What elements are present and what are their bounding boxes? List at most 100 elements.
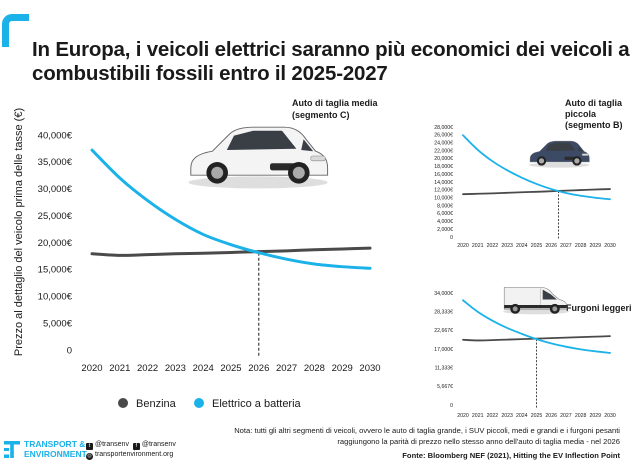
car-small-icon bbox=[529, 140, 590, 168]
chart-2-series-elettrico bbox=[462, 299, 611, 354]
chart-0-ytick-label: 30,000€ bbox=[38, 184, 73, 195]
social-links: t @transenv f @transenv ◎ transportenvironm… bbox=[86, 440, 176, 460]
chart-1-ytick-label: 24,000€ bbox=[434, 141, 453, 147]
chart-1-ytick-label: 12,000€ bbox=[434, 188, 453, 194]
chart-0-xtick-label: 2027 bbox=[276, 363, 297, 374]
chart-1-xtick-label: 2025 bbox=[531, 243, 543, 249]
chart-1-ytick-label: 0 bbox=[450, 235, 453, 241]
chart-1-ytick-label: 26,000€ bbox=[434, 133, 453, 139]
twitter-handle[interactable]: @transenv bbox=[95, 441, 129, 448]
legend-item-benzina: Benzina bbox=[118, 398, 176, 410]
chart-0-xtick-label: 2029 bbox=[332, 363, 353, 374]
chart-1-ytick-label: 4,000€ bbox=[437, 219, 453, 225]
chart-2-xtick-label: 2023 bbox=[501, 413, 513, 419]
chart-0-ytick-label: 15,000€ bbox=[38, 265, 73, 276]
chart-1-xtick-label: 2030 bbox=[604, 243, 616, 249]
legend-swatch-benzina bbox=[118, 398, 128, 408]
chart-2-xtick-label: 2029 bbox=[590, 413, 602, 419]
legend-label-elettrico: Elettrico a batteria bbox=[212, 398, 301, 410]
chart-1-title-line-1: piccola bbox=[565, 109, 597, 119]
chart-0-ytick-label: 25,000€ bbox=[38, 211, 73, 222]
chart-2-ytick-label: 28,333€ bbox=[434, 309, 453, 315]
corner-accent bbox=[2, 14, 29, 47]
chart-1-ytick-label: 14,000€ bbox=[434, 180, 453, 186]
chart-0-ytick-label: 35,000€ bbox=[38, 157, 73, 168]
chart-0-title-line-0: Auto di taglia media bbox=[292, 98, 379, 108]
social-row-1: t @transenv f @transenv bbox=[86, 440, 176, 450]
chart-1-series-benzina bbox=[462, 188, 611, 196]
chart-0-ytick-label: 5,000€ bbox=[43, 318, 73, 329]
chart-1-xtick-label: 2026 bbox=[545, 243, 557, 249]
chart-0-series-benzina bbox=[90, 246, 372, 257]
te-logo-icon bbox=[4, 441, 20, 458]
chart-1-series-elettrico bbox=[462, 134, 611, 201]
chart-2-xtick-label: 2028 bbox=[575, 413, 587, 419]
chart-1-xtick-label: 2022 bbox=[487, 243, 499, 249]
van-icon bbox=[503, 287, 570, 315]
twitter-icon: t bbox=[86, 443, 93, 450]
chart-0-xtick-label: 2024 bbox=[193, 363, 214, 374]
chart-0-ytick-label: 10,000€ bbox=[38, 292, 73, 303]
chart-0-xtick-label: 2030 bbox=[359, 363, 380, 374]
source-note: Fonte: Bloomberg NEF (2021), Hitting the… bbox=[402, 451, 620, 460]
chart-1-xtick-label: 2027 bbox=[560, 243, 572, 249]
chart-2-xtick-label: 2026 bbox=[545, 413, 557, 419]
chart-2-ytick-label: 17,000€ bbox=[434, 347, 453, 353]
chart-2-ytick-label: 34,000€ bbox=[434, 291, 453, 297]
chart-1-xtick-label: 2029 bbox=[590, 243, 602, 249]
globe-icon: ◎ bbox=[86, 453, 93, 460]
chart-1-ytick-label: 18,000€ bbox=[434, 164, 453, 170]
facebook-icon: f bbox=[132, 443, 140, 450]
chart-1-ytick-label: 10,000€ bbox=[434, 196, 453, 202]
chart-2-ytick-label: 0 bbox=[450, 403, 453, 409]
footnote: Nota: tutti gli altri segmenti di veicol… bbox=[234, 426, 620, 446]
chart-0-xtick-label: 2025 bbox=[220, 363, 241, 374]
chart-2-xtick-label: 2024 bbox=[516, 413, 528, 419]
chart-1-ytick-label: 6,000€ bbox=[437, 211, 453, 217]
y-axis-label: Prezzo al dettaglio del veicolo prima de… bbox=[13, 108, 25, 356]
logo-text: TRANSPORT & ENVIRONMENT bbox=[24, 439, 87, 459]
chart-1-ytick-label: 22,000€ bbox=[434, 148, 453, 154]
chart-1-ytick-label: 16,000€ bbox=[434, 172, 453, 178]
facebook-handle[interactable]: @transenv bbox=[141, 441, 176, 448]
chart-1-xtick-label: 2023 bbox=[501, 243, 513, 249]
legend-label-benzina: Benzina bbox=[136, 398, 176, 410]
chart-0-xtick-label: 2021 bbox=[109, 363, 130, 374]
chart-2-xtick-label: 2020 bbox=[457, 413, 469, 419]
logo-line-1: TRANSPORT & bbox=[24, 439, 86, 449]
chart-0-series-elettrico bbox=[90, 148, 372, 270]
car-medium-icon bbox=[188, 126, 329, 189]
chart-1-ytick-label: 20,000€ bbox=[434, 156, 453, 162]
chart-0-xtick-label: 2026 bbox=[248, 363, 269, 374]
social-row-2: ◎ transportenvironment.org bbox=[86, 450, 176, 460]
chart-0-title-line-1: (segmento C) bbox=[292, 110, 350, 120]
page-title: In Europa, i veicoli elettrici saranno p… bbox=[32, 38, 630, 85]
chart-1-ytick-label: 28,000€ bbox=[434, 125, 453, 131]
chart-2-xtick-label: 2025 bbox=[531, 413, 543, 419]
website-link[interactable]: transportenvironment.org bbox=[95, 451, 174, 458]
chart-2-xtick-label: 2021 bbox=[472, 413, 484, 419]
chart-1-ytick-label: 2,000€ bbox=[437, 227, 453, 233]
legend-swatch-elettrico bbox=[194, 398, 204, 408]
chart-0-ytick-label: 20,000€ bbox=[38, 238, 73, 249]
legend-item-elettrico: Elettrico a batteria bbox=[194, 398, 301, 410]
chart-0-xtick-label: 2020 bbox=[81, 363, 102, 374]
chart-2-title-line-0: Furgoni leggeri bbox=[566, 303, 632, 313]
chart-2-xtick-label: 2030 bbox=[604, 413, 616, 419]
chart-1-ytick-label: 8,000€ bbox=[437, 203, 453, 209]
chart-0-xtick-label: 2023 bbox=[165, 363, 186, 374]
chart-1-title-line-2: (segmento B) bbox=[565, 120, 623, 130]
chart-0-ytick-label: 0 bbox=[67, 345, 72, 356]
chart-1-xtick-label: 2021 bbox=[472, 243, 484, 249]
chart-1-title-line-0: Auto di taglia bbox=[565, 98, 623, 108]
chart-2-xtick-label: 2027 bbox=[560, 413, 572, 419]
chart-1-xtick-label: 2028 bbox=[575, 243, 587, 249]
chart-2-ytick-label: 5,667€ bbox=[437, 384, 453, 390]
chart-1-xtick-label: 2020 bbox=[457, 243, 469, 249]
chart-0-xtick-label: 2022 bbox=[137, 363, 158, 374]
chart-2-ytick-label: 11,333€ bbox=[435, 365, 453, 371]
chart-1-xtick-label: 2024 bbox=[516, 243, 528, 249]
logo-line-2: ENVIRONMENT bbox=[24, 448, 87, 459]
